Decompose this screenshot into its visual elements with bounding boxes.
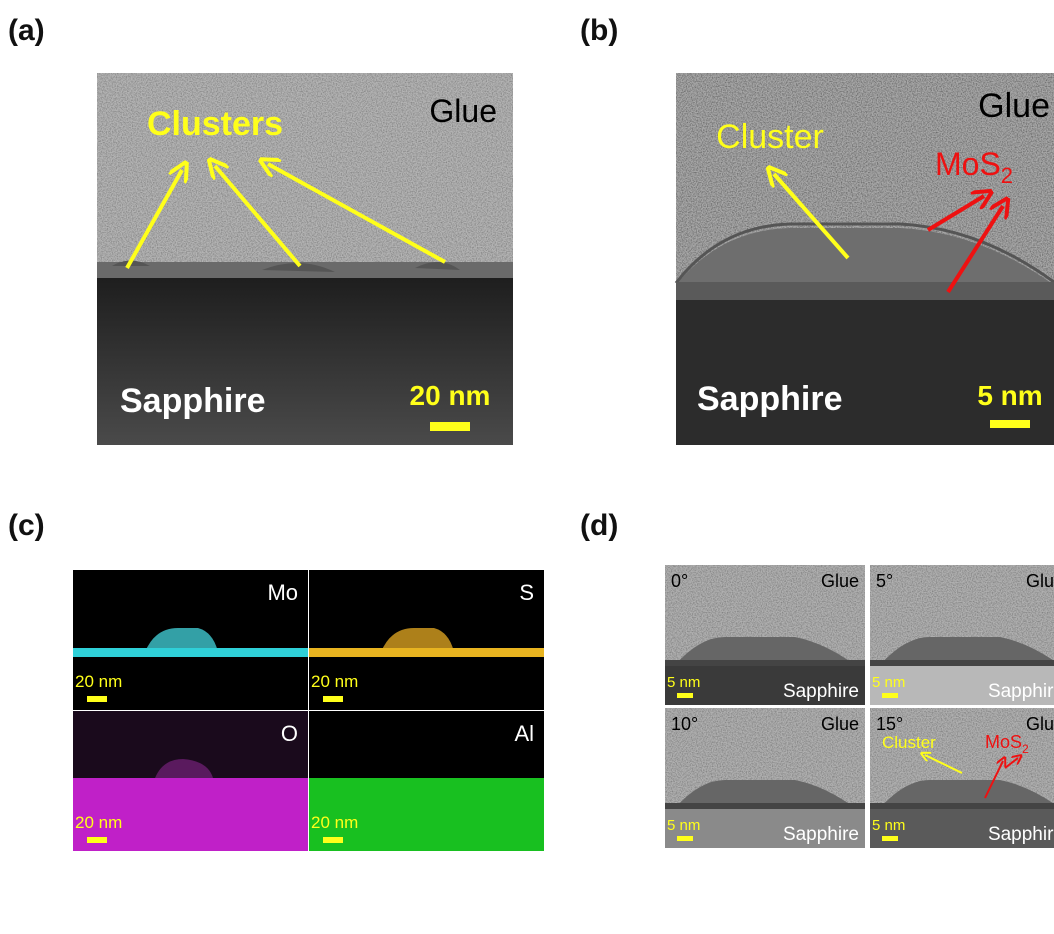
tilt-angle: 5° (876, 571, 893, 591)
label-sapphire: Sapphire (988, 824, 1054, 845)
label-cluster: Cluster (882, 733, 936, 752)
map-band (309, 648, 544, 657)
map-band (73, 648, 308, 657)
scale-label: 20 nm (75, 672, 122, 691)
scale-bar (882, 836, 898, 841)
scale-label: 20 nm (311, 813, 358, 832)
tilt-angle: 15° (876, 714, 903, 734)
scale-bar (323, 696, 343, 702)
label-glue: Glue (821, 571, 859, 591)
page: {"panels": [ {"label": "(a)", "glue": "G… (0, 0, 1054, 934)
scale-label: 5 nm (872, 674, 905, 691)
formula: MoS (935, 146, 1001, 182)
label-sapphire: Sapphire (783, 681, 859, 702)
panel-c-maps: Mo 20 nm S 20 nm O 20 nm Al 20 nm (73, 570, 544, 851)
label-glue: Glue (1026, 714, 1054, 734)
label-sapphire: Sapphire (697, 380, 842, 418)
scale-label: 5 nm (872, 817, 905, 834)
scale-label: 20 nm (410, 380, 491, 411)
label-glue: Glue (821, 714, 859, 734)
scale-bar (677, 836, 693, 841)
label-clusters: Clusters (147, 105, 283, 143)
tem-film (870, 660, 1054, 666)
element-label: Mo (267, 580, 298, 605)
element-label: Al (514, 721, 534, 746)
scale-bar (882, 693, 898, 698)
label-sapphire: Sapphire (988, 681, 1054, 702)
scale-label: 20 nm (75, 813, 122, 832)
label-glue: Glue (1026, 571, 1054, 591)
panel-d-tilts: 0° Glue Sapphire 5 nm 5° Glue Sapphire 5 nm 10° G… (665, 565, 1054, 848)
subscript: 2 (1022, 742, 1029, 756)
scale-label: 5 nm (977, 380, 1042, 411)
label-glue: Glue (429, 93, 497, 129)
figure: (a) (b) (c) (d) Glue Clusters Sapphire 2… (0, 0, 1054, 934)
tem-film (870, 803, 1054, 809)
subscript: 2 (1001, 163, 1013, 188)
element-label: S (519, 580, 534, 605)
label-sapphire: Sapphire (120, 382, 265, 420)
label-glue: Glue (978, 87, 1050, 125)
tilt-angle: 0° (671, 571, 688, 591)
panel-label: (c) (8, 509, 45, 542)
formula: MoS (985, 732, 1022, 752)
scale-label: 20 nm (311, 672, 358, 691)
label-sapphire: Sapphire (783, 824, 859, 845)
scale-label: 5 nm (667, 817, 700, 834)
panel-label: (a) (8, 14, 45, 47)
panel-label: (b) (580, 14, 618, 47)
panel-label: (d) (580, 509, 618, 542)
label-cluster: Cluster (716, 118, 824, 156)
element-label: O (281, 721, 298, 746)
scale-label: 5 nm (667, 674, 700, 691)
tilt-angle: 10° (671, 714, 698, 734)
scale-bar (87, 837, 107, 843)
scale-bar (677, 693, 693, 698)
tem-film (665, 803, 865, 809)
scale-bar (323, 837, 343, 843)
tem-film (665, 660, 865, 666)
scale-bar (87, 696, 107, 702)
